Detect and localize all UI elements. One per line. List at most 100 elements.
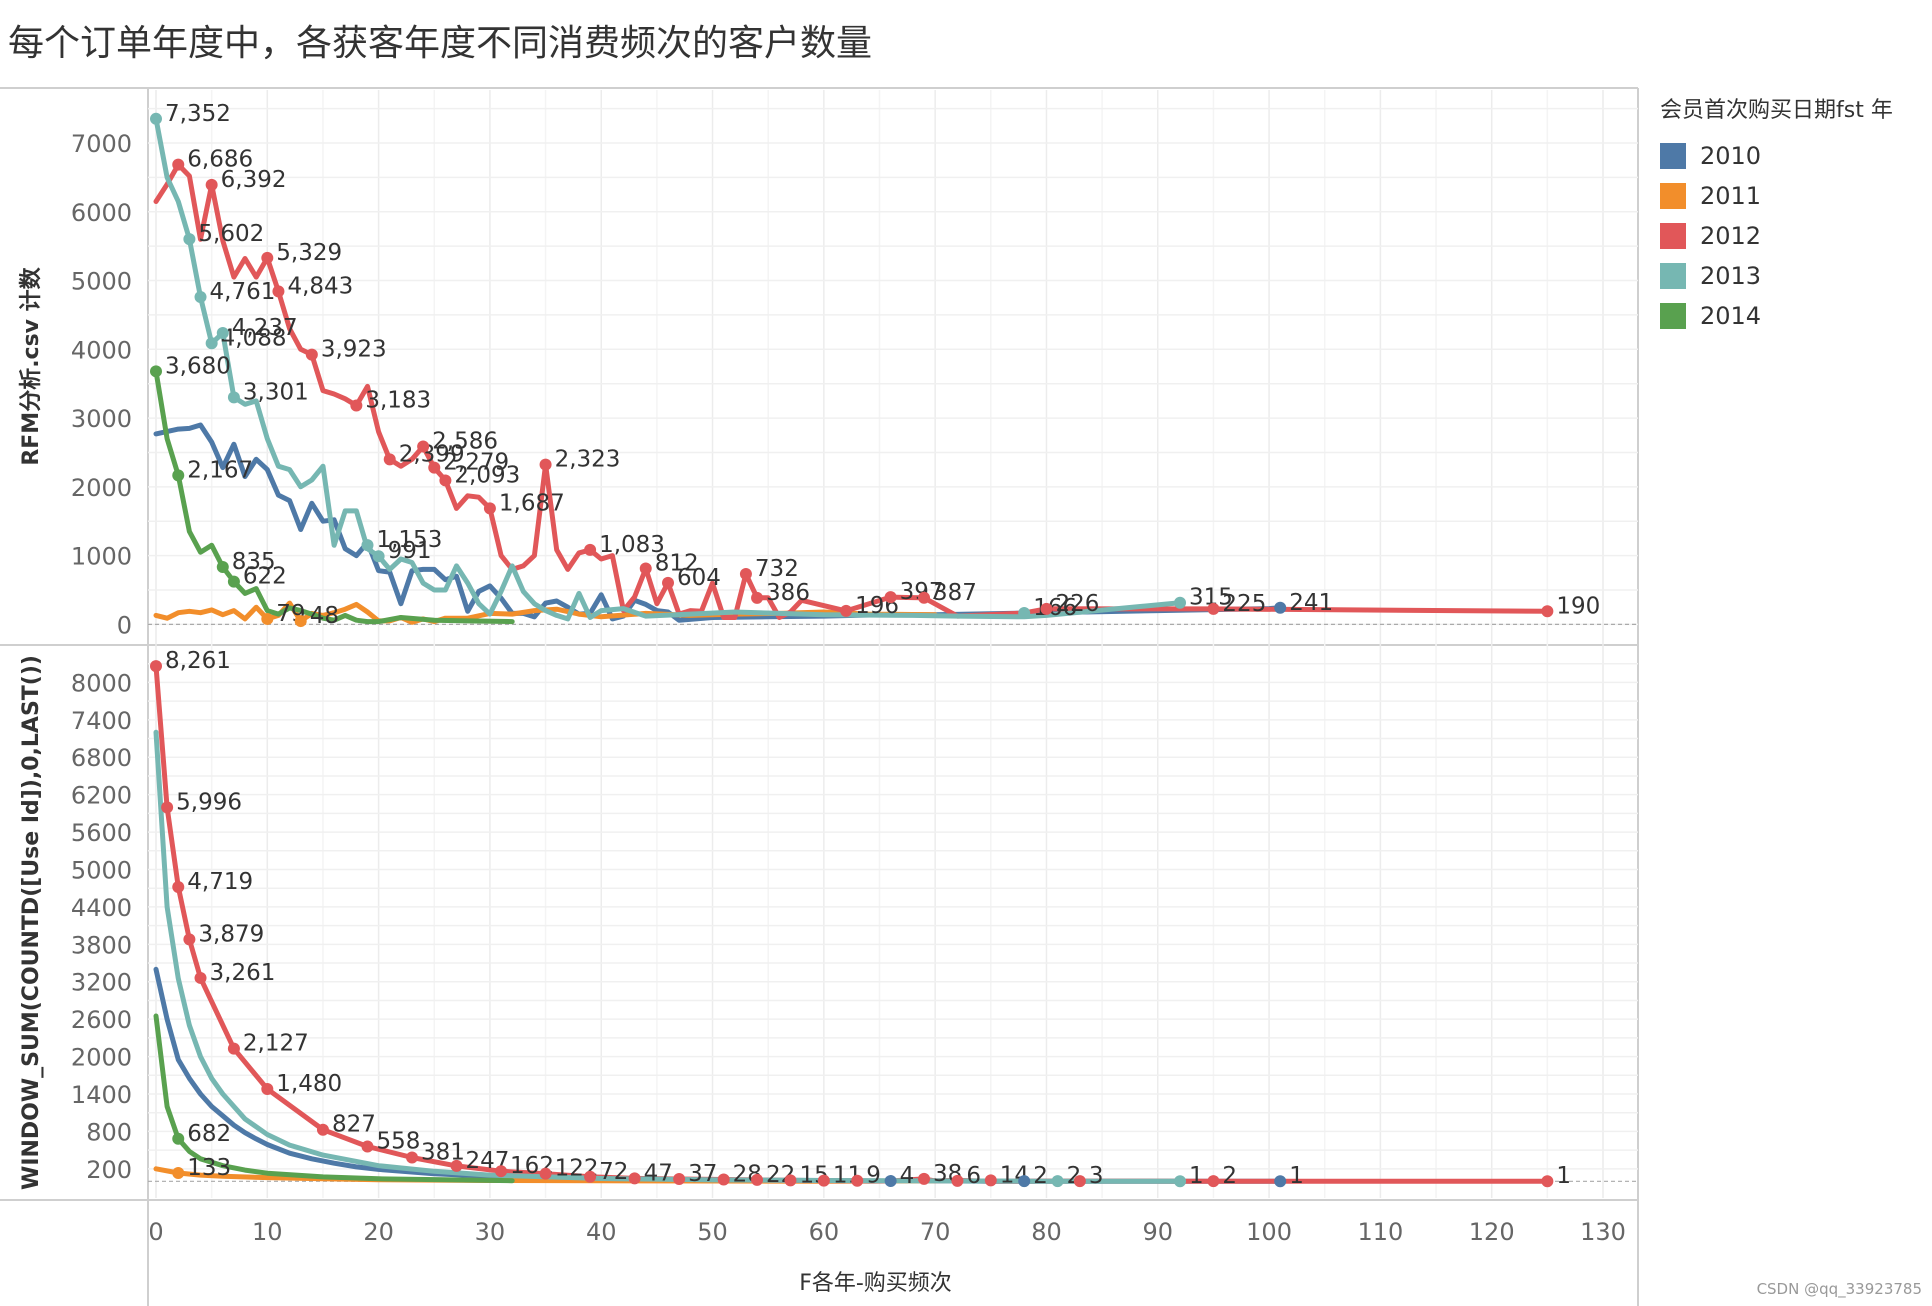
data-label: 37 <box>688 1161 717 1187</box>
data-label: 3,301 <box>243 379 309 405</box>
data-point-2012 <box>450 1159 463 1172</box>
chart-title: 每个订单年度中，各获客年度不同消费频次的客户数量 <box>8 23 873 64</box>
data-label: 1 <box>1189 1163 1204 1189</box>
data-label: 5,329 <box>276 240 342 266</box>
legend-item-2014[interactable]: 2014 <box>1660 296 1893 336</box>
legend-swatch <box>1660 183 1686 209</box>
x-tick-label: 130 <box>1580 1218 1626 1246</box>
data-point-2012 <box>417 440 430 453</box>
data-point-2012 <box>539 1167 552 1180</box>
data-point-2012 <box>383 453 396 466</box>
x-tick-label: 70 <box>920 1218 951 1246</box>
legend-swatch <box>1660 143 1686 169</box>
data-label: 2,093 <box>454 462 520 488</box>
legend-item-2012[interactable]: 2012 <box>1660 216 1893 256</box>
legend[interactable]: 会员首次购买日期fst 年 2010 2011 2012 2013 2014 <box>1660 92 1893 336</box>
y-tick-label: 0 <box>117 611 132 639</box>
legend-label: 2014 <box>1700 302 1762 330</box>
x-tick-label: 60 <box>809 1218 840 1246</box>
data-point-2013 <box>227 391 240 404</box>
data-point-2012 <box>951 1174 964 1187</box>
y-axis-title: RFM分析.csv 计数 <box>18 266 44 465</box>
data-point-2012 <box>984 1174 997 1187</box>
data-label: 4,843 <box>287 273 353 299</box>
data-point-2012 <box>350 399 363 412</box>
data-point-2013 <box>361 539 374 552</box>
series-line-2013 <box>153 729 1183 1184</box>
data-point-2012 <box>751 591 764 604</box>
data-label: 5,602 <box>198 221 264 247</box>
x-tick-label: 30 <box>475 1218 506 1246</box>
legend-items: 2010 2011 2012 2013 2014 <box>1660 136 1893 336</box>
y-tick-label: 6000 <box>71 199 132 227</box>
legend-swatch <box>1660 263 1686 289</box>
data-point-2012 <box>316 1123 329 1136</box>
x-tick-label: 0 <box>148 1218 163 1246</box>
data-label: 3,923 <box>321 337 387 363</box>
data-point-2012 <box>884 591 897 604</box>
y-tick-label: 3000 <box>71 405 132 433</box>
y-axis-title: WINDOW_SUM(COUNTD([Use Id]),0,LAST()) <box>19 655 44 1190</box>
legend-title: 会员首次购买日期fst 年 <box>1660 98 1893 123</box>
data-label: 732 <box>755 556 799 582</box>
data-label: 5,996 <box>176 789 242 815</box>
data-point-2013 <box>183 233 196 246</box>
data-point-2012 <box>639 562 652 575</box>
data-point-2012 <box>483 502 496 515</box>
legend-item-2011[interactable]: 2011 <box>1660 176 1893 216</box>
data-label: 386 <box>766 580 810 606</box>
legend-swatch <box>1660 223 1686 249</box>
data-label: 8,261 <box>165 648 231 674</box>
data-point-2012 <box>150 660 162 673</box>
legend-item-2013[interactable]: 2013 <box>1660 256 1893 296</box>
data-point-2012 <box>183 933 196 946</box>
data-label: 3,879 <box>198 921 264 947</box>
data-label: 3 <box>1089 1163 1104 1189</box>
y-tick-label: 7400 <box>71 707 132 735</box>
data-point-2012 <box>305 348 318 361</box>
data-label: 2,586 <box>432 429 498 455</box>
data-point-2013 <box>372 550 385 563</box>
data-point-2014 <box>216 560 229 573</box>
data-label: 1 <box>1556 1163 1571 1189</box>
data-point-2012 <box>261 1083 274 1095</box>
data-point-2012 <box>851 1174 864 1187</box>
data-point-2013 <box>1051 1175 1064 1188</box>
data-label: 2 <box>1033 1163 1048 1189</box>
data-label: 4,761 <box>210 279 276 305</box>
legend-item-2010[interactable]: 2010 <box>1660 136 1893 176</box>
legend-label: 2013 <box>1700 262 1762 290</box>
y-tick-label: 2000 <box>71 474 132 502</box>
data-point-2012 <box>361 1140 374 1153</box>
data-point-2012 <box>261 251 274 264</box>
x-tick-label: 10 <box>252 1218 283 1246</box>
data-label: 835 <box>232 549 276 575</box>
data-label: 2,323 <box>555 447 621 473</box>
data-label: 3,261 <box>210 960 276 986</box>
y-tick-label: 6200 <box>71 782 132 810</box>
y-tick-label: 4000 <box>71 336 132 364</box>
data-point-2012 <box>717 1173 730 1186</box>
data-label: 9 <box>866 1163 881 1189</box>
data-point-2012 <box>784 1174 797 1187</box>
data-point-2012 <box>918 1172 931 1185</box>
data-point-2012 <box>918 591 931 604</box>
watermark: CSDN @qq_33923785 <box>1756 1280 1922 1298</box>
data-point-2012 <box>194 971 207 984</box>
data-label: 2,279 <box>443 450 509 476</box>
series-line-2013 <box>153 116 1183 622</box>
legend-swatch <box>1660 303 1686 329</box>
x-tick-label: 100 <box>1246 1218 1292 1246</box>
y-tick-label: 8000 <box>71 669 132 697</box>
x-tick-label: 50 <box>697 1218 728 1246</box>
data-label: 6 <box>966 1163 981 1189</box>
data-point-2012 <box>840 604 853 617</box>
data-label: 6,686 <box>187 147 253 173</box>
y-tick-label: 4400 <box>71 894 132 922</box>
legend-label: 2012 <box>1700 222 1762 250</box>
data-point-2013 <box>216 327 229 340</box>
data-point-2012 <box>439 474 452 487</box>
data-point-2012 <box>584 1170 597 1183</box>
data-point-2012 <box>172 881 185 894</box>
